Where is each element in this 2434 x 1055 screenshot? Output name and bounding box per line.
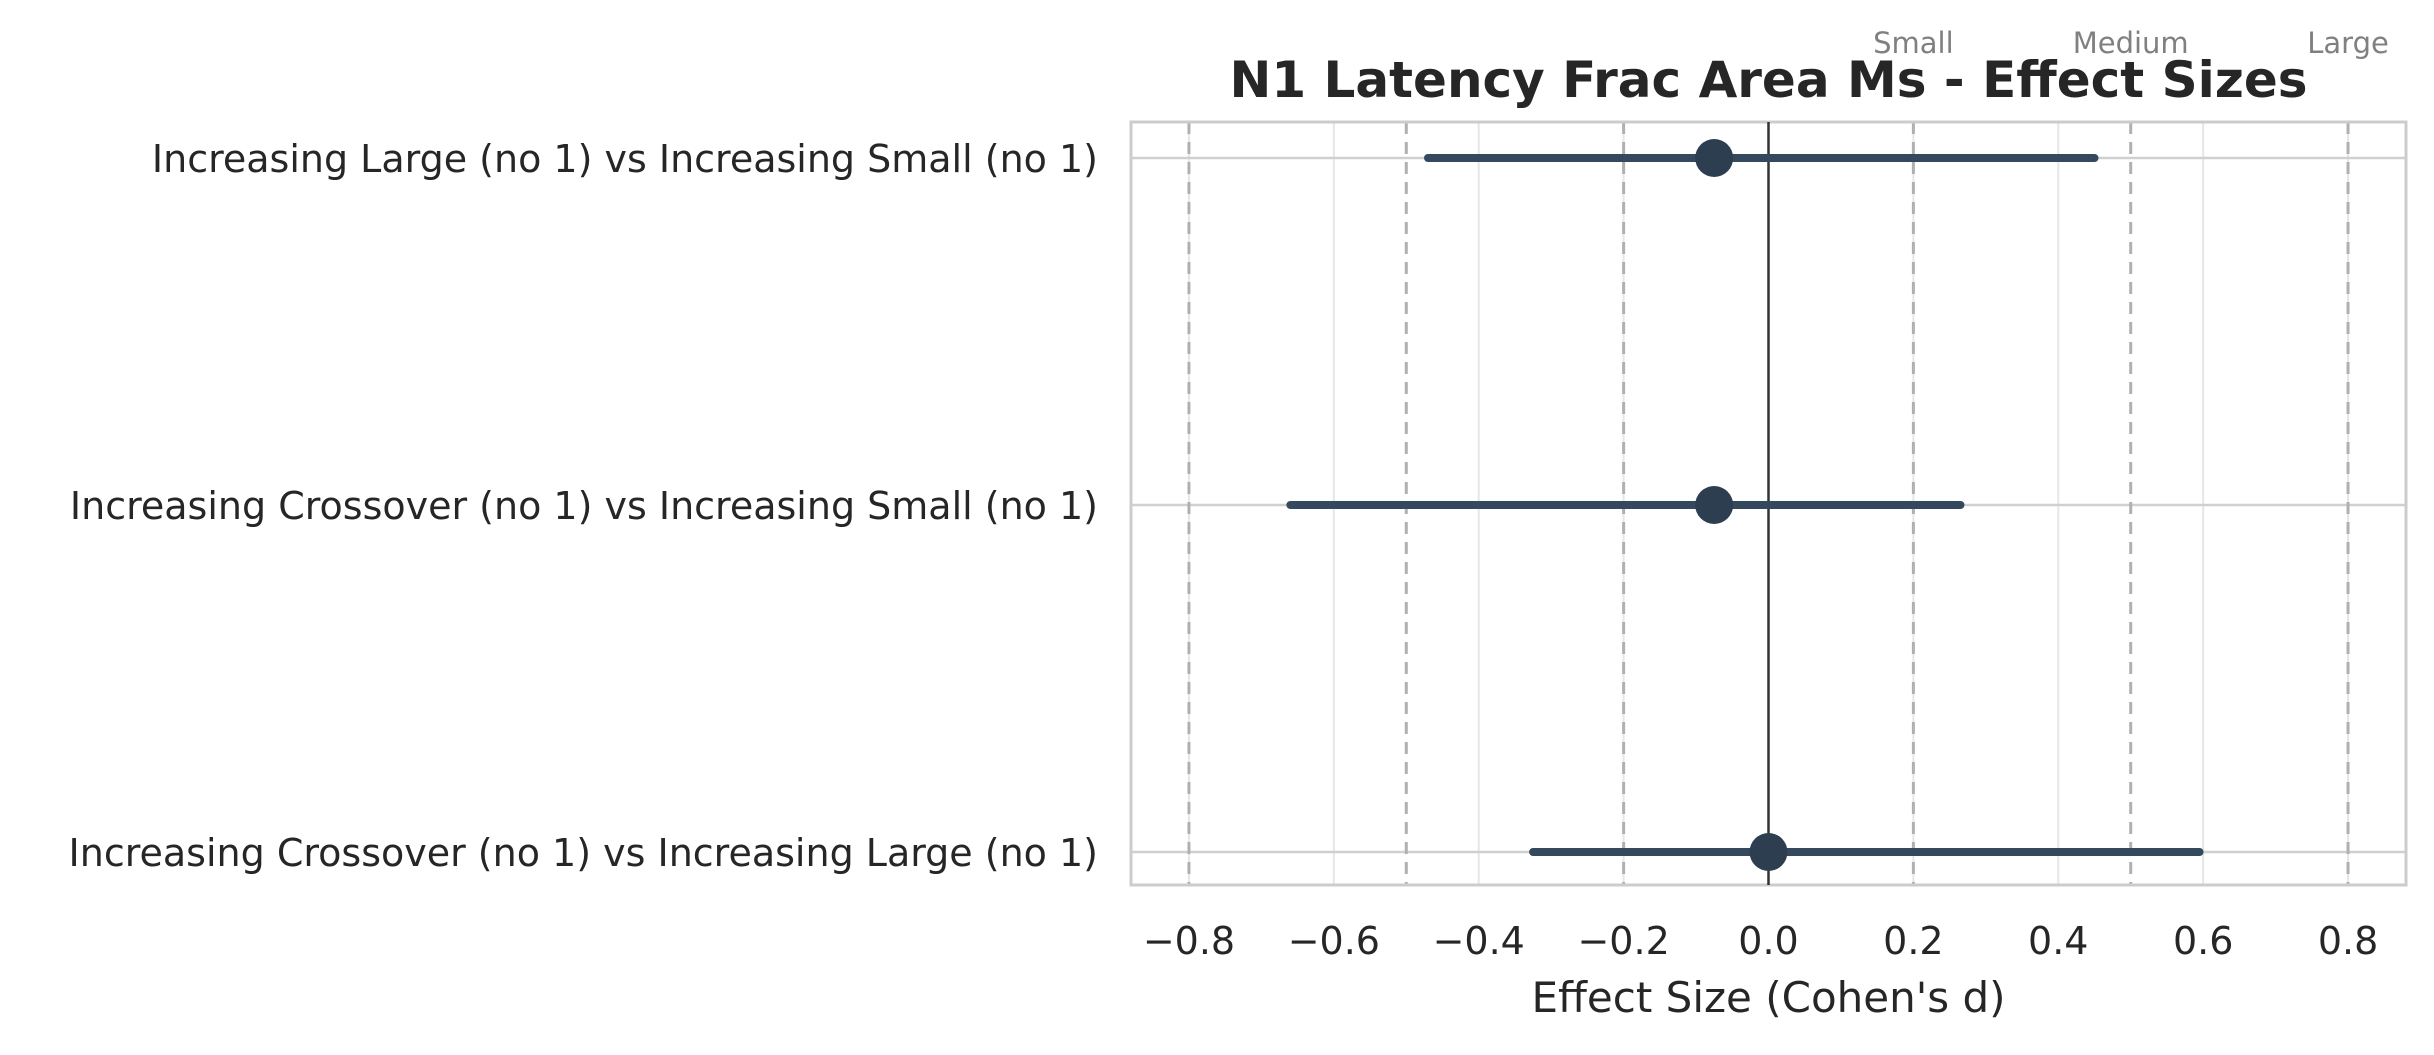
effect-point: [1695, 139, 1734, 177]
reference-label: Large: [2307, 26, 2389, 60]
effect-marks: [1286, 139, 2204, 871]
x-tick-label: 0.2: [1883, 919, 1943, 963]
x-tick-label: 0.6: [2173, 919, 2233, 963]
x-tick-label: 0.0: [1738, 919, 1798, 963]
effect-point: [1749, 833, 1788, 871]
x-tick-labels: −0.8 −0.6 −0.4 −0.2 0.0 0.2 0.4 0.6 0.8: [1143, 919, 2378, 963]
reference-labels: Small Medium Large: [1873, 26, 2389, 60]
x-tick-label: −0.8: [1143, 919, 1235, 963]
x-axis-label: Effect Size (Cohen's d): [1531, 973, 2005, 1022]
comparison-labels: Increasing Large (no 1) vs Increasing Sm…: [69, 137, 1098, 875]
reference-label: Small: [1873, 26, 1954, 60]
comparison-label: Increasing Crossover (no 1) vs Increasin…: [69, 831, 1098, 875]
chart-title: N1 Latency Frac Area Ms - Effect Sizes: [1229, 51, 2307, 109]
x-tick-label: 0.8: [2318, 919, 2378, 963]
effect-point: [1695, 486, 1734, 524]
x-tick-label: −0.2: [1577, 919, 1669, 963]
x-tick-label: −0.6: [1288, 919, 1380, 963]
reference-label: Medium: [2073, 26, 2189, 60]
x-tick-label: −0.4: [1433, 919, 1525, 963]
x-tick-label: 0.4: [2028, 919, 2088, 963]
comparison-label: Increasing Crossover (no 1) vs Increasin…: [70, 484, 1098, 528]
comparison-label: Increasing Large (no 1) vs Increasing Sm…: [152, 137, 1098, 181]
